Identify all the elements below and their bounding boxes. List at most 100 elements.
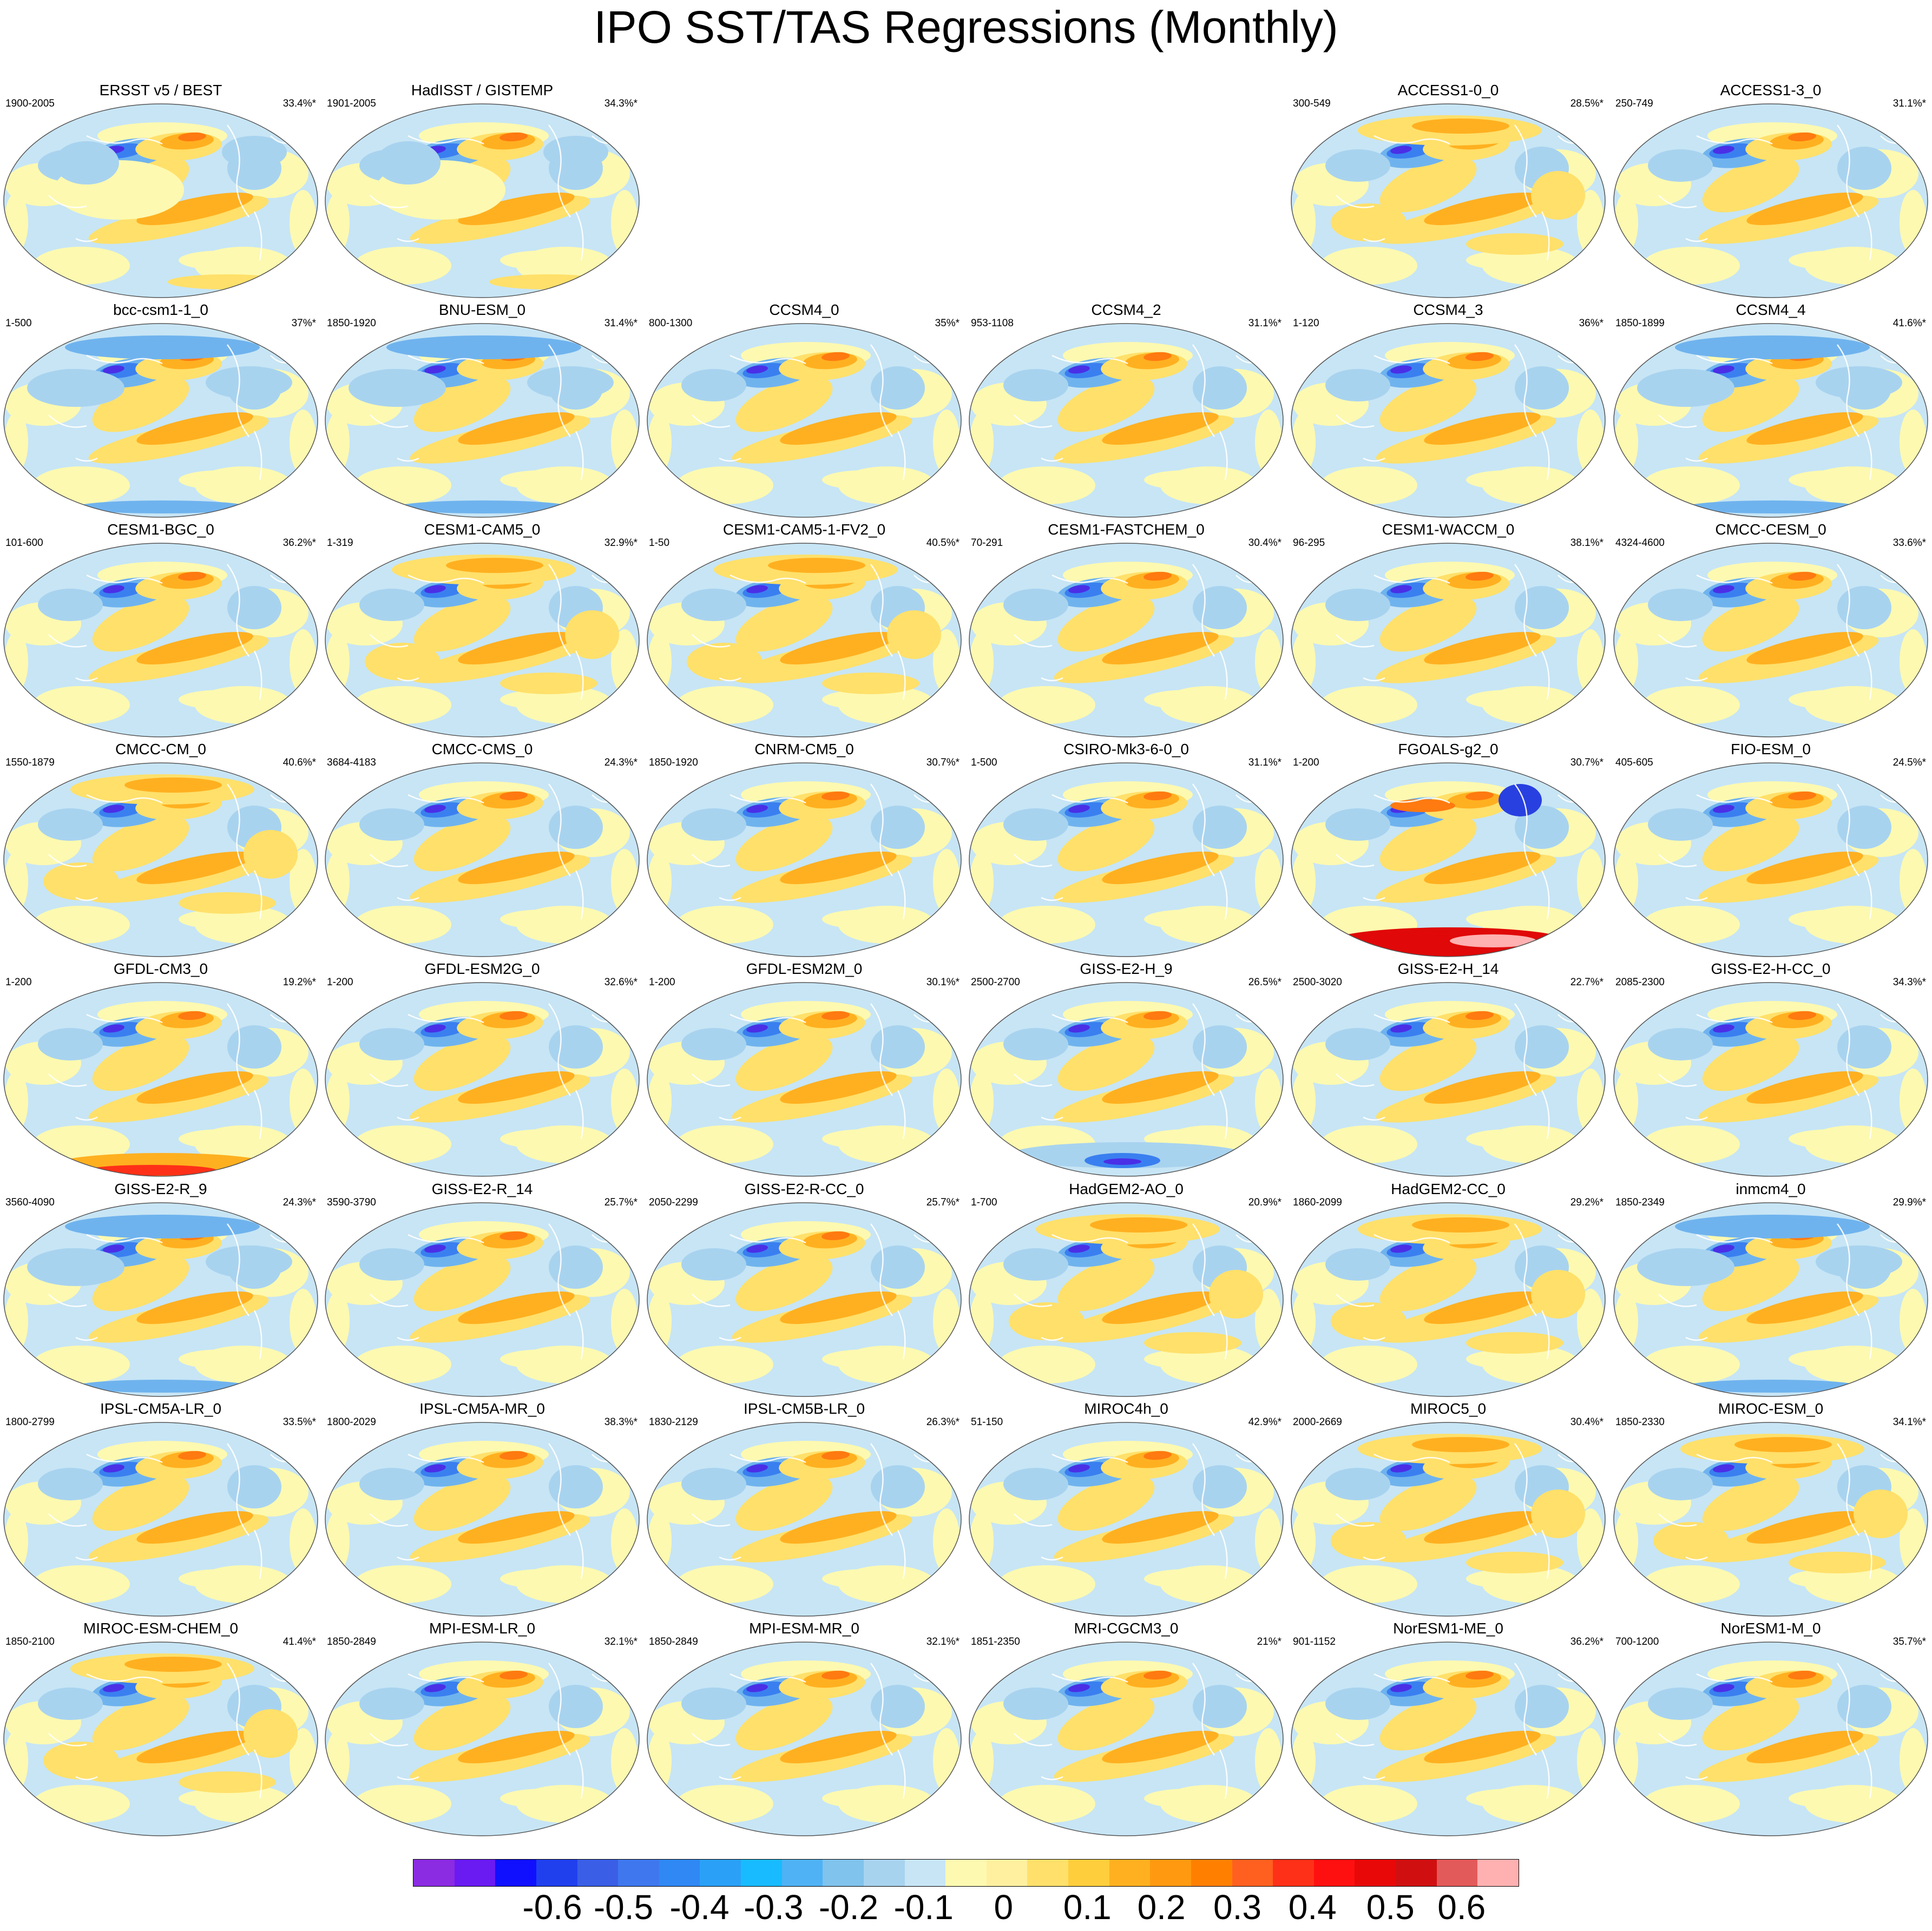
coastline xyxy=(1014,1663,1258,1799)
map-plot xyxy=(325,1202,640,1397)
coastline xyxy=(1014,1003,1258,1139)
map-panel: FGOALS-g2_0 1-200 30.7%* xyxy=(1287,737,1609,959)
panel-percent: 24.3%* xyxy=(282,1197,316,1208)
colorbar-tick-label: 0.1 xyxy=(1063,1888,1112,1927)
map-plot xyxy=(647,982,962,1177)
map-panel: CSIRO-Mk3-6-0_0 1-500 31.1%* xyxy=(965,737,1287,959)
coastline xyxy=(1014,344,1258,480)
colorbar-tick-label: 0.3 xyxy=(1213,1888,1262,1927)
panel-percent: 32.1%* xyxy=(604,1636,638,1647)
map-plot xyxy=(969,1202,1284,1397)
map-panel: CCSM4_3 1-120 36%* xyxy=(1287,298,1609,520)
coastline xyxy=(1336,1003,1580,1139)
map-plot xyxy=(647,543,962,737)
panel-years: 1-700 xyxy=(971,1197,997,1208)
colorbar-tick-label: -0.2 xyxy=(818,1888,879,1927)
map-plot xyxy=(3,762,318,957)
map-panel: GISS-E2-H_14 2500-3020 22.7%* xyxy=(1287,957,1609,1179)
map-panel: CMCC-CESM_0 4324-4600 33.6%* xyxy=(1610,518,1931,740)
panel-years: 250-749 xyxy=(1615,98,1653,109)
colorbar-cell xyxy=(536,1860,577,1886)
panel-percent: 38.3%* xyxy=(604,1416,638,1428)
panel-percent: 33.4%* xyxy=(282,98,316,109)
colorbar-cell xyxy=(1313,1860,1355,1886)
coastline xyxy=(1658,1003,1903,1139)
colorbar-tick-label: 0.2 xyxy=(1137,1888,1186,1927)
map-panel: HadGEM2-CC_0 1860-2099 29.2%* xyxy=(1287,1177,1609,1399)
panel-percent: 30.4%* xyxy=(1570,1416,1604,1428)
map-panel: CESM1-CAM5_0 1-319 32.9%* xyxy=(321,518,643,740)
map-panel: GISS-E2-R_9 3560-4090 24.3%* xyxy=(0,1177,321,1399)
panel-title: CCSM4_4 xyxy=(1736,301,1806,318)
panel-title: CCSM4_0 xyxy=(769,301,839,318)
panel-percent: 29.9%* xyxy=(1892,1197,1926,1208)
colorbar-cell xyxy=(1150,1860,1191,1886)
panel-title: CNRM-CM5_0 xyxy=(754,741,854,757)
colorbar-cell xyxy=(1027,1860,1068,1886)
coastline xyxy=(48,1443,293,1579)
map-plot xyxy=(1613,1642,1928,1836)
panel-years: 901-1152 xyxy=(1293,1636,1336,1647)
coastline xyxy=(370,124,614,261)
panel-years: 1-120 xyxy=(1293,318,1319,329)
panel-percent: 31.4%* xyxy=(604,318,638,329)
coastline xyxy=(1014,564,1258,700)
panel-title: MPI-ESM-LR_0 xyxy=(429,1620,536,1637)
panel-title: MIROC-ESM-CHEM_0 xyxy=(83,1620,239,1637)
map-plot xyxy=(1613,982,1928,1177)
panel-title: MIROC5_0 xyxy=(1410,1400,1487,1417)
colorbar-tick-label: -0.5 xyxy=(593,1888,654,1927)
panel-title: inmcm4_0 xyxy=(1736,1181,1806,1197)
map-panel: MPI-ESM-MR_0 1850-2849 32.1%* xyxy=(643,1617,965,1838)
panel-percent: 22.7%* xyxy=(1570,977,1604,988)
panel-years: 1-200 xyxy=(649,977,675,988)
panel-title: GISS-E2-R_14 xyxy=(431,1181,533,1197)
map-panel: BNU-ESM_0 1850-1920 31.4%* xyxy=(321,298,643,520)
panel-percent: 35%* xyxy=(935,318,960,329)
coastline xyxy=(1658,1663,1903,1799)
map-panel: ACCESS1-3_0 250-749 31.1%* xyxy=(1610,78,1931,300)
map-plot xyxy=(325,1422,640,1617)
panel-percent: 24.5%* xyxy=(1892,757,1926,768)
panel-title: GFDL-ESM2G_0 xyxy=(424,960,540,977)
panel-percent: 36.2%* xyxy=(1570,1636,1604,1647)
map-plot xyxy=(969,982,1284,1177)
panel-title: BNU-ESM_0 xyxy=(438,301,526,318)
panel-years: 300-549 xyxy=(1293,98,1331,109)
panel-percent: 41.6%* xyxy=(1892,318,1926,329)
panel-years: 1851-2350 xyxy=(971,1636,1020,1647)
panel-years: 1900-2005 xyxy=(5,98,55,109)
colorbar-tick-label: 0 xyxy=(994,1888,1014,1927)
coastline xyxy=(370,344,614,480)
panel-years: 953-1108 xyxy=(971,318,1014,329)
panel-title: GFDL-CM3_0 xyxy=(113,960,208,977)
map-plot xyxy=(325,762,640,957)
map-panel: MIROC4h_0 51-150 42.9%* xyxy=(965,1397,1287,1619)
map-panel: FIO-ESM_0 405-605 24.5%* xyxy=(1610,737,1931,959)
coastline xyxy=(1336,1663,1580,1799)
map-panel: HadISST / GISTEMP 1901-2005 34.3%* xyxy=(321,78,643,300)
coastline xyxy=(1658,124,1903,261)
panel-title: CCSM4_2 xyxy=(1091,301,1161,318)
colorbar-cell xyxy=(986,1860,1028,1886)
coastline xyxy=(1658,564,1903,700)
colorbar-cell xyxy=(618,1860,659,1886)
panel-title: HadGEM2-AO_0 xyxy=(1069,1181,1184,1197)
panel-title: CESM1-CAM5_0 xyxy=(424,521,541,538)
colorbar-bar xyxy=(413,1859,1519,1887)
panel-title: CMCC-CESM_0 xyxy=(1715,521,1826,538)
map-panel: ERSST v5 / BEST 1900-2005 33.4%* xyxy=(0,78,321,300)
map-panel: MRI-CGCM3_0 1851-2350 21%* xyxy=(965,1617,1287,1838)
panel-percent: 34.3%* xyxy=(1892,977,1926,988)
panel-percent: 36%* xyxy=(1579,318,1604,329)
map-panel: MIROC-ESM_0 1850-2330 34.1%* xyxy=(1610,1397,1931,1619)
map-panel: MIROC5_0 2000-2669 30.4%* xyxy=(1287,1397,1609,1619)
coastline xyxy=(370,783,614,920)
panel-title: IPSL-CM5A-LR_0 xyxy=(100,1400,222,1417)
coastline xyxy=(1658,344,1903,480)
coastline xyxy=(692,1443,936,1579)
map-panel: GISS-E2-R_14 3590-3790 25.7%* xyxy=(321,1177,643,1399)
panel-years: 2500-3020 xyxy=(1293,977,1342,988)
panel-percent: 34.3%* xyxy=(604,98,638,109)
colorbar-cell xyxy=(945,1860,987,1886)
